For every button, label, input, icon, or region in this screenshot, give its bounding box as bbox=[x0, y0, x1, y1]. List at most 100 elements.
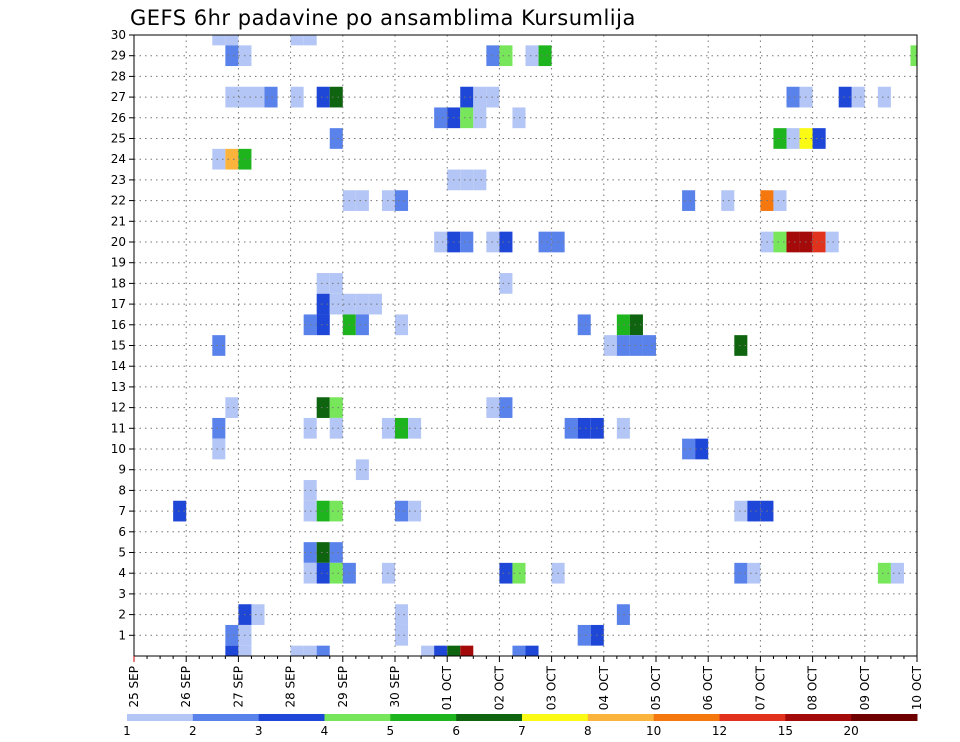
heatmap-cell bbox=[316, 397, 330, 418]
colorbar-label: 4 bbox=[321, 724, 329, 738]
y-tick-label: 21 bbox=[111, 214, 126, 228]
heatmap-cell bbox=[616, 604, 630, 625]
colorbar-label: 1 bbox=[123, 724, 131, 738]
heatmap-cell bbox=[460, 86, 474, 108]
heatmap-cell bbox=[329, 397, 343, 418]
heatmap-cell bbox=[577, 314, 591, 336]
heatmap-cell bbox=[212, 335, 226, 356]
heatmap-cell bbox=[251, 86, 265, 108]
heatmap-cell bbox=[395, 190, 409, 211]
y-tick-label: 23 bbox=[111, 173, 126, 187]
heatmap-cell bbox=[460, 645, 474, 656]
heatmap-cell bbox=[538, 231, 552, 253]
x-axis: 25 SEP 26 SEP 27 SEP 28 SEP 29 SEP 30 SEP 01 O… bbox=[127, 656, 924, 710]
y-tick-label: 14 bbox=[111, 359, 126, 373]
heatmap-cell bbox=[329, 542, 343, 563]
heatmap-cell bbox=[395, 604, 409, 625]
heatmap-cell bbox=[173, 500, 187, 522]
y-tick-label: 22 bbox=[111, 194, 126, 208]
heatmap-cell bbox=[512, 645, 526, 656]
heatmap-cell bbox=[525, 45, 539, 67]
y-tick-label: 12 bbox=[111, 401, 126, 415]
heatmap-cell bbox=[395, 500, 409, 522]
y-tick-label: 19 bbox=[111, 256, 126, 270]
y-tick-label: 20 bbox=[111, 235, 126, 249]
x-tick-label: 04 OCT bbox=[597, 665, 611, 710]
x-tick-label: 06 OCT bbox=[701, 665, 715, 710]
colorbar-label: 20 bbox=[844, 724, 859, 738]
heatmap-cell bbox=[368, 293, 382, 315]
heatmap-cell bbox=[212, 148, 226, 170]
y-tick-label: 28 bbox=[111, 69, 126, 83]
x-tick-label: 08 OCT bbox=[806, 665, 820, 710]
heatmap-cell bbox=[616, 417, 630, 439]
heatmap-cell bbox=[499, 273, 513, 294]
y-tick-label: 4 bbox=[118, 566, 126, 580]
heatmap-cell bbox=[838, 86, 852, 108]
x-tick-label: 27 SEP bbox=[231, 666, 245, 708]
heatmap-cell bbox=[851, 86, 865, 108]
heatmap-cell bbox=[786, 231, 800, 253]
colorbar-label: 7 bbox=[518, 724, 526, 738]
heatmap-cell bbox=[812, 128, 826, 149]
x-tick-label: 28 SEP bbox=[284, 666, 298, 708]
heatmap-cell bbox=[603, 335, 617, 356]
y-tick-label: 9 bbox=[118, 463, 126, 477]
colorbar-swatch bbox=[719, 714, 786, 721]
y-tick-label: 15 bbox=[111, 339, 126, 353]
y-tick-label: 5 bbox=[118, 546, 126, 560]
heatmap-cell bbox=[734, 335, 748, 356]
heatmap-cell bbox=[812, 231, 826, 253]
heatmap-cell bbox=[225, 645, 239, 656]
y-tick-label: 16 bbox=[111, 318, 126, 332]
heatmap-cell bbox=[460, 231, 474, 253]
heatmap-cell bbox=[303, 35, 317, 46]
y-tick-label: 24 bbox=[111, 152, 126, 166]
heatmap-cell bbox=[734, 500, 748, 522]
heatmap-cell bbox=[316, 500, 330, 522]
heatmap-cell bbox=[434, 107, 448, 129]
heatmap-cell bbox=[251, 604, 265, 625]
heatmap-cell bbox=[786, 128, 800, 149]
heatmap-cell bbox=[225, 35, 239, 46]
heatmap-cell bbox=[499, 562, 513, 584]
heatmap-cell bbox=[734, 562, 748, 584]
colorbar-label: 3 bbox=[255, 724, 263, 738]
y-tick-label: 8 bbox=[118, 483, 126, 497]
x-tick-label: 10 OCT bbox=[910, 665, 924, 710]
y-tick-label: 11 bbox=[111, 421, 126, 435]
heatmap-cell bbox=[316, 86, 330, 108]
heatmap-cell bbox=[447, 645, 461, 656]
heatmap-cell bbox=[290, 86, 304, 108]
grid-lines bbox=[134, 35, 917, 656]
heatmap-cell bbox=[329, 273, 343, 294]
heatmap-cell bbox=[434, 645, 448, 656]
heatmap-cell bbox=[212, 35, 226, 46]
heatmap-cell bbox=[682, 190, 696, 211]
colorbar-label: 8 bbox=[584, 724, 592, 738]
x-tick-label: 26 SEP bbox=[179, 666, 193, 708]
heatmap-cell bbox=[329, 86, 343, 108]
y-tick-label: 17 bbox=[111, 297, 126, 311]
heatmap-cell bbox=[316, 562, 330, 584]
heatmap-cell bbox=[395, 624, 409, 646]
x-tick-label: 25 SEP bbox=[127, 666, 141, 708]
heatmap-cell bbox=[538, 45, 552, 67]
heatmap-cell bbox=[355, 314, 369, 336]
colorbar-swatch bbox=[653, 714, 720, 721]
heatmap-cells bbox=[173, 35, 917, 656]
heatmap-cell bbox=[329, 417, 343, 439]
colorbar-swatch bbox=[127, 714, 194, 721]
heatmap-cell bbox=[355, 293, 369, 315]
heatmap-cell bbox=[773, 190, 787, 211]
heatmap-cell bbox=[316, 314, 330, 336]
heatmap-cell bbox=[910, 45, 917, 67]
heatmap-cell bbox=[682, 438, 696, 460]
heatmap-cell bbox=[225, 45, 239, 67]
x-tick-label: 07 OCT bbox=[753, 665, 767, 710]
y-tick-label: 6 bbox=[118, 525, 126, 539]
colorbar-swatch bbox=[258, 714, 325, 721]
heatmap-cell bbox=[473, 107, 487, 129]
heatmap-cell bbox=[473, 169, 487, 191]
heatmap-cell bbox=[225, 624, 239, 646]
